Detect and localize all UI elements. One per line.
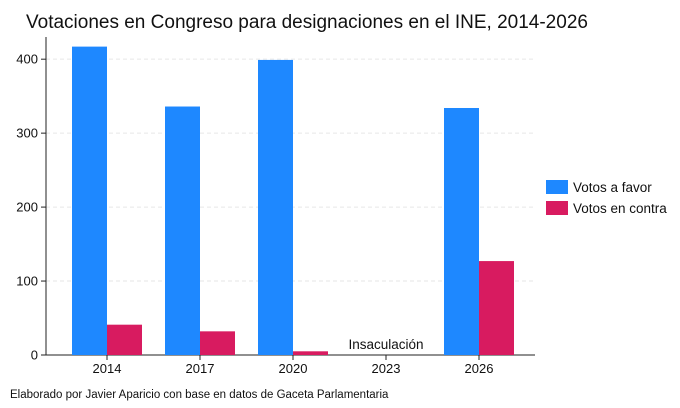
x-tick-label: 2020: [279, 361, 308, 376]
annotations: Insaculación: [348, 337, 423, 352]
y-tick-label: 0: [31, 348, 38, 363]
bar-favor-2017: [165, 106, 200, 355]
x-tick-label: 2026: [465, 361, 494, 376]
bar-contra-2020: [293, 351, 328, 355]
bar-favor-2014: [72, 46, 107, 355]
legend-swatch: [546, 180, 568, 194]
x-tick-label: 2023: [372, 361, 401, 376]
legend: Votos a favor Votos en contra: [546, 180, 667, 216]
bars: [72, 46, 514, 355]
chart-title: Votaciones en Congreso para designacione…: [26, 12, 588, 33]
y-tick-label: 400: [16, 52, 38, 67]
bar-contra-2017: [200, 331, 235, 355]
legend-swatch: [546, 201, 568, 215]
bar-favor-2020: [258, 59, 293, 355]
legend-label: Votos a favor: [573, 180, 652, 195]
bar-contra-2026: [479, 261, 514, 355]
annotation-label: Insaculación: [348, 337, 423, 352]
y-tick-label: 200: [16, 200, 38, 215]
y-tick-label: 300: [16, 126, 38, 141]
y-tick-label: 100: [16, 274, 38, 289]
bar-favor-2026: [444, 107, 479, 355]
x-tick-label: 2017: [186, 361, 215, 376]
legend-label: Votos en contra: [573, 201, 667, 216]
bar-contra-2014: [107, 324, 142, 355]
chart-caption: Elaborado por Javier Aparicio con base e…: [10, 389, 389, 401]
x-tick-label: 2014: [93, 361, 122, 376]
y-axis: 0 100 200 300 400: [16, 37, 47, 363]
x-axis: 2014 2017 2020 2023 2026: [46, 354, 535, 376]
